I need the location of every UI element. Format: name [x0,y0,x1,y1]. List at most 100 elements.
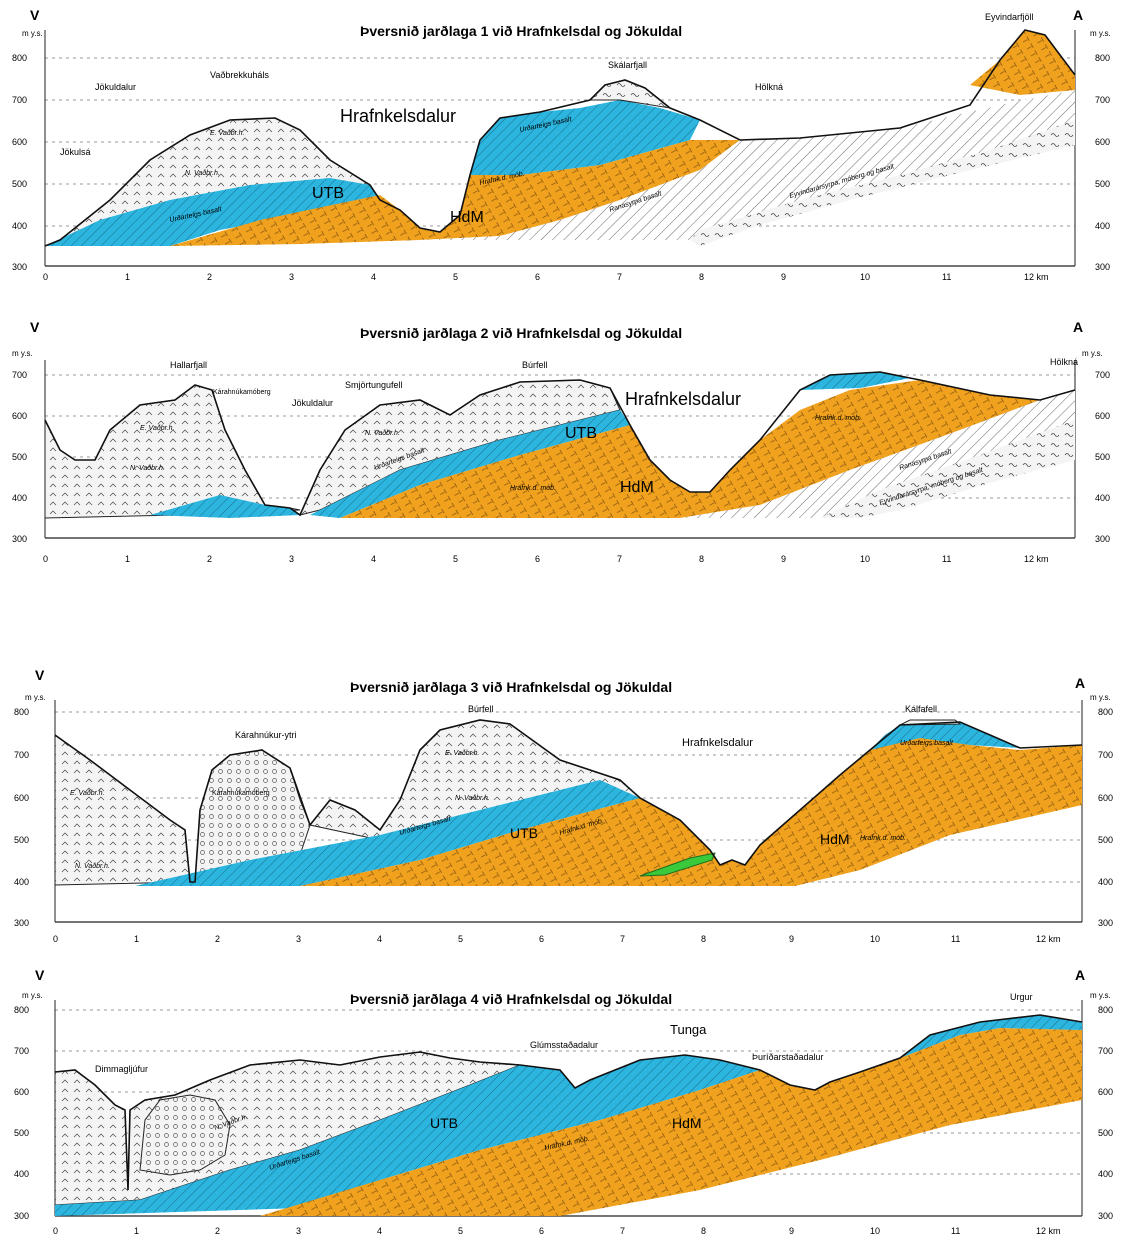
svg-text:Dimmagljúfur: Dimmagljúfur [95,1064,148,1074]
svg-text:Búrfell: Búrfell [522,360,548,370]
east-marker: A [1075,967,1085,983]
svg-text:N. Vaðbr.h.: N. Vaðbr.h. [455,795,490,802]
grid [44,30,1076,267]
svg-text:800: 800 [14,1005,29,1015]
svg-text:Hallarfjall: Hallarfjall [170,360,207,370]
svg-text:600: 600 [12,411,27,421]
svg-text:7: 7 [617,272,622,280]
cross-section-4-svg: V A m y.s. m y.s. Þversnið jarðlaga 4 vi… [14,967,1113,1236]
svg-text:N. Vaðbr.h.: N. Vaðbr.h. [185,170,220,177]
svg-text:300: 300 [12,262,27,272]
x-tick-labels: 0 1 2 3 4 5 6 7 8 9 10 11 12 km [53,934,1061,944]
svg-text:700: 700 [14,1046,29,1056]
svg-text:Hrafnk.d. mób.: Hrafnk.d. mób. [510,485,556,492]
svg-text:4: 4 [377,1226,382,1236]
unit-right: m y.s. [1090,29,1111,38]
svg-text:9: 9 [789,1226,794,1236]
hdm-label: HdM [820,831,850,847]
utb-label: UTB [565,425,597,442]
cross-section-1: V A m y.s. m y.s. Þversnið jarðlaga 1 vi… [0,0,1125,280]
svg-text:10: 10 [860,554,870,564]
unit-right: m y.s. [1082,349,1103,358]
svg-text:Kárahnúkamóberg: Kárahnúkamóberg [212,790,270,797]
svg-text:9: 9 [781,554,786,564]
svg-text:400: 400 [12,493,27,503]
svg-text:E. Vaðbr.h.: E. Vaðbr.h. [445,750,480,757]
svg-text:0: 0 [43,272,48,280]
svg-text:Búrfell: Búrfell [468,704,494,714]
svg-text:400: 400 [1095,493,1110,503]
svg-text:1: 1 [125,272,130,280]
unit-right: m y.s. [1090,693,1111,702]
east-marker: A [1075,675,1085,691]
svg-text:800: 800 [12,53,27,63]
svg-text:5: 5 [458,1226,463,1236]
place-labels: Hallarfjall Kárahnúkamóberg Jökuldalur S… [170,357,1078,408]
place-labels: Jökuldalur Vaðbrekkuháls Skálarfjall Eyv… [60,12,1034,157]
x-tick-labels: 0 1 2 3 4 5 6 7 8 9 10 11 12 km [43,554,1049,564]
svg-text:600: 600 [1095,411,1110,421]
svg-text:800: 800 [1098,1005,1113,1015]
svg-text:Jökulsá: Jökulsá [60,147,91,157]
svg-text:400: 400 [14,877,29,887]
utb-label: UTB [510,825,538,841]
svg-text:2: 2 [207,554,212,564]
svg-text:11: 11 [951,1226,960,1236]
hdm-label: HdM [672,1115,702,1131]
svg-text:700: 700 [1095,370,1110,380]
unit-left: m y.s. [25,693,46,702]
svg-text:500: 500 [12,179,27,189]
svg-text:Jökuldalur: Jökuldalur [292,398,333,408]
svg-text:400: 400 [1098,877,1113,887]
svg-text:3: 3 [296,1226,301,1236]
svg-text:10: 10 [870,1226,880,1236]
svg-text:Þuríðarstaðadalur: Þuríðarstaðadalur [752,1052,824,1062]
svg-text:300: 300 [12,534,27,544]
west-marker: V [30,319,40,335]
svg-text:Urðarteigs basalt: Urðarteigs basalt [900,740,954,747]
svg-text:300: 300 [1095,262,1110,272]
svg-text:4: 4 [377,934,382,944]
y-tick-labels-left: 300 400 500 600 700 800 [12,53,27,272]
svg-text:800: 800 [1098,707,1113,717]
svg-text:1: 1 [125,554,130,564]
svg-text:7: 7 [620,1226,625,1236]
x-tick-labels: 0 1 2 3 4 5 6 7 8 9 10 11 12 km [43,272,1049,280]
cross-section-3: V A m y.s. m y.s. Þversnið jarðlaga 3 vi… [0,650,1125,950]
west-marker: V [30,7,40,23]
section-title: Þversnið jarðlaga 1 við Hrafnkelsdal og … [360,23,682,39]
svg-text:Kárahnúkamóberg: Kárahnúkamóberg [213,389,271,396]
svg-text:700: 700 [1098,750,1113,760]
y-tick-labels-left: 300 400 500 600 700 800 [14,707,29,928]
svg-text:E. Vaðbr.h.: E. Vaðbr.h. [140,425,175,432]
y-tick-labels-right: 300 400 500 600 700 [1095,370,1110,544]
svg-text:500: 500 [12,452,27,462]
svg-text:700: 700 [12,95,27,105]
svg-text:600: 600 [14,793,29,803]
west-marker: V [35,667,45,683]
hrafnkelsdalur-label: Hrafnkelsdalur [340,106,456,126]
svg-text:Smjörtungufell: Smjörtungufell [345,380,403,390]
y-tick-labels-right: 300 400 500 600 700 800 [1095,53,1110,272]
svg-text:8: 8 [701,934,706,944]
svg-text:500: 500 [14,1128,29,1138]
section-title: Þversnið jarðlaga 3 við Hrafnkelsdal og … [350,679,672,695]
svg-text:4: 4 [371,554,376,564]
svg-text:0: 0 [53,934,58,944]
section-title: Þversnið jarðlaga 2 við Hrafnkelsdal og … [360,325,682,341]
svg-text:700: 700 [14,750,29,760]
svg-text:12 km: 12 km [1036,934,1061,944]
svg-text:2: 2 [207,272,212,280]
hdm-label: HdM [450,209,484,226]
x-tick-labels: 0 1 2 3 4 5 6 7 8 9 10 11 12 km [53,1226,1061,1236]
svg-text:Skálarfjall: Skálarfjall [608,60,647,70]
svg-text:8: 8 [699,272,704,280]
svg-text:500: 500 [1098,1128,1113,1138]
svg-text:500: 500 [1095,452,1110,462]
svg-text:400: 400 [1098,1169,1113,1179]
place-labels: Dimmagljúfur Glúmsstaðadalur Tunga Þuríð… [95,992,1033,1074]
west-marker: V [35,967,45,983]
svg-text:12 km: 12 km [1024,272,1049,280]
svg-text:3: 3 [289,272,294,280]
cross-section-3-svg: V A m y.s. m y.s. Þversnið jarðlaga 3 vi… [14,667,1113,944]
